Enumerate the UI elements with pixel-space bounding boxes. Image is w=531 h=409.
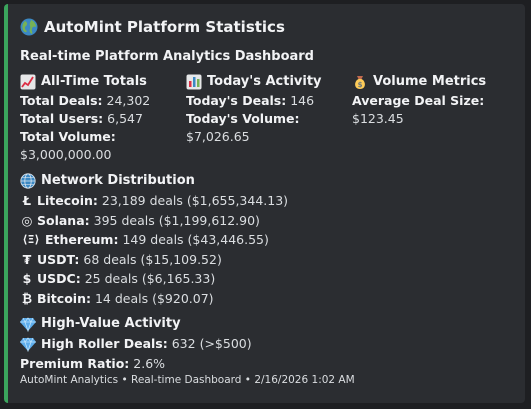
coin-glyph: Ł: [22, 193, 32, 208]
network-list: Ł Litecoin: 23,189 deals ($1,655,344.13) ◎ S…: [20, 191, 513, 308]
network-label: USDT:: [37, 251, 80, 267]
stats-fields: All-Time Totals Total Deals: 24,302 Tota…: [20, 72, 513, 164]
money-bag-icon: $: [355, 76, 365, 89]
todays-volume-line: Today's Volume:: [186, 110, 354, 128]
network-label: USDC:: [37, 271, 81, 286]
total-users-label: Total Users:: [20, 111, 104, 126]
network-row: ₿ Bitcoin: 14 deals ($920.07): [20, 289, 513, 309]
coin-glyph: ⟨Ξ⟩: [22, 233, 40, 246]
todays-deals-label: Today's Deals:: [186, 93, 287, 108]
todays-volume-label: Today's Volume:: [186, 111, 300, 126]
bar-chart-icon: [186, 74, 202, 90]
field-title: $ Volume Metrics: [352, 72, 520, 92]
high-value-title: High-Value Activity: [20, 314, 513, 334]
field-all-time-totals: All-Time Totals Total Deals: 24,302 Tota…: [20, 72, 188, 164]
network-label: Bitcoin:: [37, 290, 91, 306]
network-value: 14 deals ($920.07): [94, 290, 214, 306]
total-deals-value: 24,302: [106, 93, 151, 108]
network-row: $ USDC: 25 deals ($6,165.33): [20, 269, 513, 289]
network-title-text: Network Distribution: [41, 173, 195, 189]
network-label: Ethereum:: [45, 232, 119, 247]
embed-description: Real-time Platform Analytics Dashboard: [20, 49, 314, 64]
avg-deal-size-label: Average Deal Size:: [352, 93, 485, 108]
field-title-text: All-Time Totals: [41, 74, 147, 89]
embed-body: AutoMint Platform Statistics Real-time P…: [20, 15, 513, 373]
globe-icon: [20, 18, 38, 36]
total-volume-label: Total Volume:: [20, 129, 116, 144]
field-todays-activity: Today's Activity Today's Deals: 146 Toda…: [186, 72, 354, 146]
total-volume-value-line: $3,000,000.00: [20, 146, 188, 164]
high-roller-line: High Roller Deals: 632 (>$500): [20, 334, 513, 354]
high-value-title-text: High-Value Activity: [41, 316, 181, 332]
stats-embed: AutoMint Platform Statistics Real-time P…: [4, 4, 525, 403]
avg-deal-size-value: $123.45: [352, 111, 404, 126]
coin-glyph: ₮: [22, 251, 32, 267]
embed-title: AutoMint Platform Statistics: [20, 15, 513, 39]
embed-footer: AutoMint Analytics • Real-time Dashboard…: [20, 374, 355, 386]
network-value: 23,189 deals ($1,655,344.13): [101, 193, 289, 208]
embed-title-text: AutoMint Platform Statistics: [44, 18, 285, 36]
todays-deals-line: Today's Deals: 146: [186, 92, 354, 110]
high-value-activity: High-Value Activity High Roller Deals: 6…: [20, 314, 513, 373]
coin-glyph: $: [22, 271, 32, 286]
total-users-value: 6,547: [107, 111, 143, 126]
gem-icon: [20, 337, 36, 352]
field-title-text: Volume Metrics: [373, 74, 487, 89]
field-title: All-Time Totals: [20, 72, 188, 92]
svg-text:$: $: [358, 81, 363, 89]
todays-volume-value-line: $7,026.65: [186, 128, 354, 146]
gem-icon: [20, 317, 36, 332]
premium-ratio-value: 2.6%: [133, 355, 166, 371]
todays-deals-value: 146: [290, 93, 315, 108]
avg-deal-size-line: Average Deal Size:: [352, 92, 520, 110]
network-value: 395 deals ($1,199,612.90): [93, 212, 260, 228]
network-row: ₮ USDT: 68 deals ($15,109.52): [20, 250, 513, 270]
field-title: Today's Activity: [186, 72, 354, 92]
network-label: Solana:: [37, 212, 90, 228]
network-label: Litecoin:: [37, 193, 98, 208]
network-value: 68 deals ($15,109.52): [83, 251, 222, 267]
network-row: ⟨Ξ⟩ Ethereum: 149 deals ($43,446.55): [20, 230, 513, 250]
total-users-line: Total Users: 6,547: [20, 110, 188, 128]
network-row: ◎ Solana: 395 deals ($1,199,612.90): [20, 211, 513, 231]
total-deals-label: Total Deals:: [20, 93, 103, 108]
globe-meridians-icon: [20, 173, 36, 189]
high-roller-value: 632 (>$500): [171, 336, 252, 351]
total-volume-value: $3,000,000.00: [20, 147, 112, 162]
coin-glyph: ₿: [21, 290, 33, 306]
network-title: Network Distribution: [20, 171, 513, 191]
network-distribution: Network Distribution Ł Litecoin: 23,189 de…: [20, 171, 513, 308]
high-roller-label: High Roller Deals:: [41, 336, 168, 351]
network-row: Ł Litecoin: 23,189 deals ($1,655,344.13): [20, 191, 513, 211]
field-title-text: Today's Activity: [207, 74, 322, 89]
total-volume-line: Total Volume:: [20, 128, 188, 146]
chart-increasing-icon: [20, 74, 36, 90]
field-volume-metrics: $ Volume Metrics Average Deal Size: $123…: [352, 72, 520, 128]
total-deals-line: Total Deals: 24,302: [20, 92, 188, 110]
avg-deal-size-value-line: $123.45: [352, 110, 520, 128]
coin-glyph: ◎: [21, 212, 33, 228]
network-value: 25 deals ($6,165.33): [84, 271, 216, 286]
premium-ratio-line: Premium Ratio: 2.6%: [20, 354, 513, 374]
premium-ratio-label: Premium Ratio:: [20, 355, 130, 371]
network-value: 149 deals ($43,446.55): [122, 232, 269, 247]
todays-volume-value: $7,026.65: [186, 129, 250, 144]
